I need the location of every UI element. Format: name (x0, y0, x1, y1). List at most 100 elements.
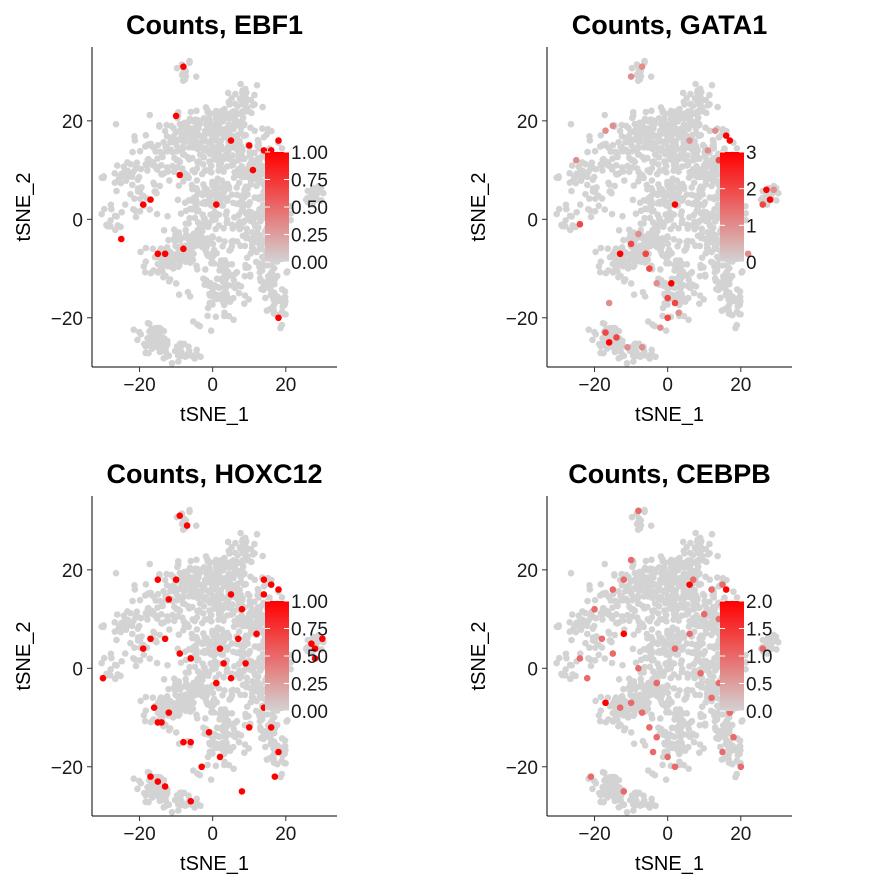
cell-point (258, 694, 266, 702)
cell-point (220, 673, 227, 681)
cell-point (201, 616, 209, 624)
cell-point (724, 271, 731, 278)
cell-point (620, 236, 627, 244)
cell-point (200, 145, 207, 153)
cell-point (694, 100, 702, 108)
cell-point (174, 557, 182, 565)
cell-point (566, 661, 574, 669)
cell-point (251, 127, 259, 135)
cell-point (642, 584, 649, 591)
cell-point (699, 201, 707, 209)
cell-point (239, 681, 247, 689)
cell-point (606, 702, 614, 710)
cell-point (617, 342, 624, 349)
expressing-cell-point (275, 314, 282, 322)
expressing-cell-point (180, 63, 187, 70)
cell-point (186, 57, 193, 65)
cell-point (601, 560, 609, 568)
cell-point (637, 692, 645, 700)
cell-point (257, 603, 265, 610)
cell-point (683, 221, 691, 229)
cell-point (203, 699, 211, 706)
cell-point (664, 233, 671, 240)
cell-point (230, 623, 238, 630)
cell-point (641, 742, 649, 749)
cell-point (693, 152, 701, 159)
cell-point (640, 669, 647, 676)
cell-point (666, 148, 673, 156)
cell-point (676, 733, 684, 740)
expressing-cell-point (245, 142, 253, 149)
cell-point (121, 650, 129, 657)
cell-point (162, 797, 169, 804)
cell-point (567, 569, 575, 577)
expressing-cell-point (154, 719, 162, 726)
cell-point (235, 289, 243, 297)
cell-point (217, 275, 224, 283)
cell-point (209, 182, 217, 189)
cell-point (659, 761, 666, 769)
cell-point (586, 644, 593, 651)
cell-point (674, 633, 682, 641)
cell-point (626, 154, 633, 162)
cell-point (170, 138, 178, 146)
cell-point (320, 189, 327, 197)
expressing-cell-point (139, 201, 147, 208)
cell-point (203, 692, 211, 700)
cell-point (196, 600, 204, 607)
cell-point (733, 321, 741, 329)
cell-point (194, 607, 201, 615)
cell-point (186, 214, 193, 222)
cell-point (221, 309, 228, 317)
cell-point (665, 260, 673, 267)
cell-point (571, 623, 578, 630)
cell-point (251, 549, 258, 557)
cell-point (696, 749, 703, 756)
cell-point (652, 190, 659, 197)
cell-point (714, 201, 722, 209)
cell-point (214, 195, 221, 203)
cell-point (598, 162, 605, 169)
cell-point (651, 151, 659, 158)
cell-point (187, 135, 194, 142)
cell-point (144, 590, 152, 597)
cell-point (648, 208, 656, 215)
cell-point (577, 619, 584, 626)
cell-point (708, 163, 715, 170)
cell-point (591, 777, 598, 785)
cell-point (227, 109, 235, 117)
cell-point (113, 162, 121, 169)
cell-point (664, 182, 672, 189)
expressing-cell-point (220, 660, 227, 667)
expressing-cell-point (275, 748, 282, 756)
cell-point (232, 719, 239, 726)
cell-point (221, 733, 229, 740)
cell-point (223, 219, 231, 227)
cell-point (205, 220, 213, 228)
cell-point (232, 108, 240, 116)
cell-point (658, 692, 666, 700)
cell-point (111, 170, 118, 177)
legend-tick-label: 0.00 (291, 253, 328, 274)
expressing-cell-point (172, 112, 180, 120)
cell-point (603, 794, 611, 801)
cell-point (144, 141, 152, 148)
cell-point (239, 173, 247, 181)
cell-point (184, 153, 192, 161)
cell-point (194, 145, 202, 153)
cell-point (685, 623, 693, 630)
cell-point (230, 294, 237, 302)
expressing-cell-point (613, 334, 620, 341)
cell-point (706, 91, 713, 99)
cell-point (736, 737, 744, 744)
cell-point (585, 326, 593, 334)
cell-point (243, 703, 251, 710)
cell-point (706, 194, 714, 201)
cell-point (597, 258, 605, 266)
cell-point (655, 145, 662, 153)
cell-point (171, 154, 178, 162)
cell-point (698, 703, 706, 710)
cell-point (584, 630, 591, 638)
cell-point (669, 195, 676, 203)
cell-point (226, 101, 233, 108)
